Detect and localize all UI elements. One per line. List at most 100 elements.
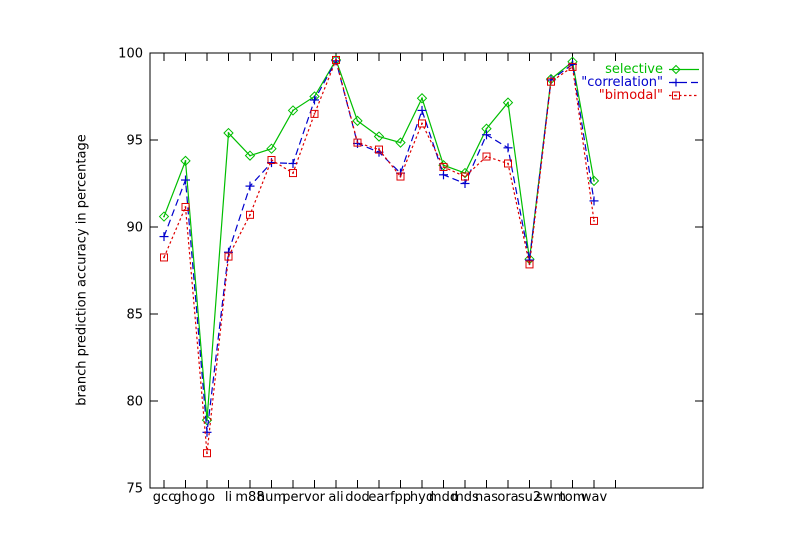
- x-tick-label: dod: [345, 490, 369, 505]
- square-marker-dot-icon: [335, 59, 337, 61]
- x-tick-label: swm: [536, 490, 566, 505]
- square-marker-icon: [525, 260, 534, 269]
- square-marker-icon: [547, 77, 555, 86]
- square-marker-icon: [482, 152, 491, 161]
- x-tick-label: hum: [257, 490, 286, 505]
- square-marker-dot-icon: [593, 220, 595, 222]
- square-marker-icon: [568, 62, 577, 71]
- square-marker-dot-icon: [206, 452, 208, 455]
- square-marker-dot-icon: [421, 122, 423, 125]
- diamond-marker-icon: [545, 73, 557, 85]
- x-tick-label: vor: [304, 490, 326, 505]
- diamond-marker-dot-icon: [399, 141, 402, 144]
- diamond-marker-icon: [266, 143, 277, 154]
- square-marker-icon: [590, 216, 598, 225]
- square-marker-dot-icon: [270, 159, 273, 161]
- y-tick-label: 75: [126, 482, 143, 497]
- diamond-marker-icon: [395, 137, 406, 148]
- diamond-marker-dot-icon: [270, 147, 273, 150]
- square-marker-dot-icon: [378, 148, 380, 151]
- square-marker-icon: [439, 162, 448, 171]
- diamond-marker-icon: [438, 160, 449, 171]
- square-marker-icon: [504, 159, 512, 168]
- square-marker-icon: [353, 138, 362, 147]
- square-marker-icon: [224, 252, 233, 261]
- series-line-bimodal: [163, 58, 595, 454]
- square-marker-icon: [461, 172, 469, 181]
- diamond-marker-icon: [158, 211, 170, 222]
- square-marker-icon: [246, 210, 254, 219]
- square-marker-dot-icon: [356, 141, 359, 144]
- square-marker-icon: [375, 145, 383, 154]
- y-tick-label: 100: [118, 47, 143, 62]
- legend-label-bimodal: "bimodal": [598, 88, 663, 103]
- x-tick-label: gho: [173, 490, 197, 505]
- legend-label-selective: selective: [605, 62, 663, 77]
- square-marker-icon: [160, 253, 168, 262]
- square-marker-dot-icon: [313, 113, 316, 115]
- square-marker-icon: [396, 172, 405, 181]
- legend-square-icon: [672, 91, 680, 100]
- square-marker-dot-icon: [163, 256, 165, 259]
- x-tick-label: tom: [560, 490, 586, 505]
- x-tick-label: su2: [518, 490, 541, 505]
- square-marker-icon: [289, 169, 297, 178]
- diamond-marker-icon: [481, 123, 492, 134]
- legend-sample-bimodal-icon: [669, 91, 699, 100]
- diamond-marker-icon: [416, 93, 428, 104]
- square-marker-dot-icon: [227, 255, 230, 258]
- y-tick-label: 80: [126, 395, 143, 410]
- diamond-marker-dot-icon: [249, 154, 251, 157]
- x-tick-label: gcc: [153, 490, 176, 505]
- diamond-marker-dot-icon: [292, 109, 294, 112]
- square-marker-dot-icon: [507, 162, 509, 165]
- diamond-marker-icon: [244, 150, 256, 161]
- square-marker-dot-icon: [292, 172, 294, 174]
- diamond-marker-dot-icon: [485, 127, 488, 130]
- legend-diamond-icon: [671, 64, 681, 75]
- diamond-marker-dot-icon: [442, 164, 445, 167]
- square-marker-dot-icon: [249, 213, 251, 216]
- series-line-correlation: [163, 59, 595, 433]
- x-tick-label: ora: [497, 490, 518, 505]
- diamond-marker-dot-icon: [593, 179, 595, 182]
- x-tick-label: go: [199, 490, 215, 505]
- y-tick-label: 85: [126, 308, 143, 323]
- square-marker-icon: [418, 119, 426, 128]
- legend-entry-selective: selective: [540, 63, 700, 76]
- legend-entry-correlation: "correlation": [540, 76, 700, 89]
- square-marker-dot-icon: [442, 166, 445, 168]
- x-tick-label: per: [282, 490, 304, 505]
- diamond-marker-icon: [373, 131, 385, 142]
- x-tick-label: mdd: [429, 490, 458, 505]
- x-tick-label: li: [225, 490, 232, 505]
- x-tick-label: ali: [328, 490, 343, 505]
- square-marker-icon: [332, 55, 340, 64]
- diamond-marker-icon: [287, 105, 299, 116]
- square-marker-dot-icon: [550, 80, 552, 83]
- x-tick-label: fpp: [390, 490, 411, 505]
- x-tick-label: mds: [451, 490, 479, 505]
- x-tick-label: wav: [581, 490, 608, 505]
- diamond-marker-dot-icon: [421, 97, 423, 100]
- square-marker-dot-icon: [485, 155, 488, 158]
- square-marker-dot-icon: [528, 263, 531, 266]
- legend: selective "correlation" "bimodal": [540, 63, 700, 102]
- square-marker-icon: [181, 202, 190, 211]
- square-marker-dot-icon: [399, 175, 402, 178]
- square-marker-icon: [310, 109, 319, 118]
- y-tick-label: 90: [126, 221, 143, 236]
- diamond-marker-dot-icon: [356, 119, 359, 122]
- diamond-marker-icon: [588, 175, 600, 187]
- legend-square-dot-icon: [675, 94, 677, 97]
- legend-entry-bimodal: "bimodal": [540, 89, 700, 102]
- y-tick-label: 95: [126, 134, 143, 149]
- square-marker-dot-icon: [184, 206, 187, 208]
- legend-sample-correlation-icon: [669, 78, 699, 87]
- series-line-selective: [163, 58, 595, 421]
- x-tick-label: ear: [368, 490, 390, 505]
- diamond-marker-icon: [180, 155, 191, 167]
- plot-frame: [149, 52, 704, 489]
